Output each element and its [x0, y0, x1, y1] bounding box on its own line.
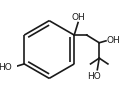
Text: OH: OH: [107, 36, 120, 45]
Text: HO: HO: [0, 63, 12, 72]
Text: HO: HO: [88, 72, 101, 81]
Text: OH: OH: [71, 13, 85, 22]
